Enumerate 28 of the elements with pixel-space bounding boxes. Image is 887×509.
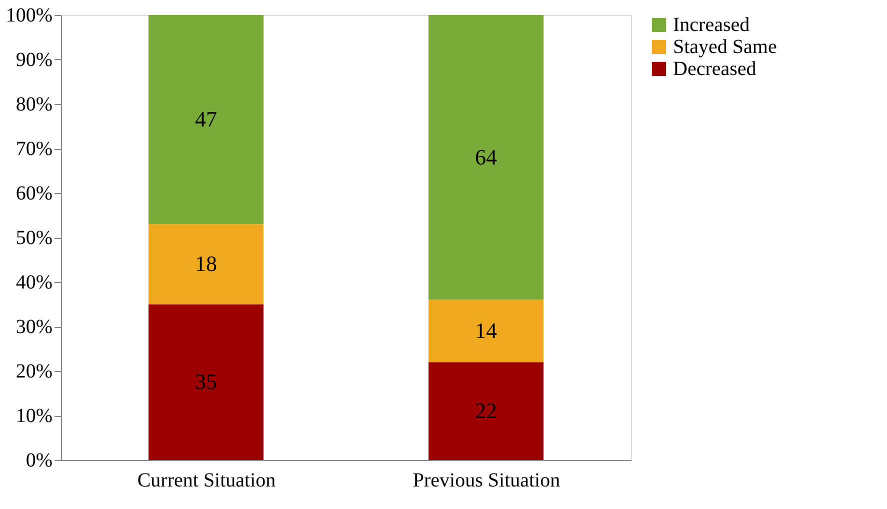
legend-label: Decreased [673,58,756,80]
data-label: 18 [195,251,217,276]
bar [428,300,544,362]
data-label: 22 [475,398,497,424]
y-tick-label: 20% [16,360,52,382]
y-tick-label: 90% [16,49,52,71]
bar [148,15,264,224]
y-tick-label: 30% [16,316,52,338]
bar [148,304,264,460]
data-label: 47 [195,106,217,132]
y-tick-label: 10% [16,405,52,427]
bar [428,15,544,300]
bar [148,224,264,304]
data-label: 64 [475,144,497,170]
legend-label: Increased [673,14,750,36]
data-label: 14 [475,318,497,343]
y-tick-label: 70% [16,138,52,160]
x-tick-label: Current Situation [137,470,276,492]
x-tick-label: Previous Situation [412,470,560,492]
y-tick-label: 0% [26,450,52,472]
y-tick-label: 40% [16,272,52,294]
y-tick-label: 100% [6,4,52,26]
bar [428,362,544,460]
data-label: 35 [195,369,217,394]
y-tick-label: 50% [16,227,52,249]
y-tick-label: 80% [16,94,52,116]
legend-label: Stayed Same [673,36,777,58]
y-tick-label: 60% [16,182,52,204]
